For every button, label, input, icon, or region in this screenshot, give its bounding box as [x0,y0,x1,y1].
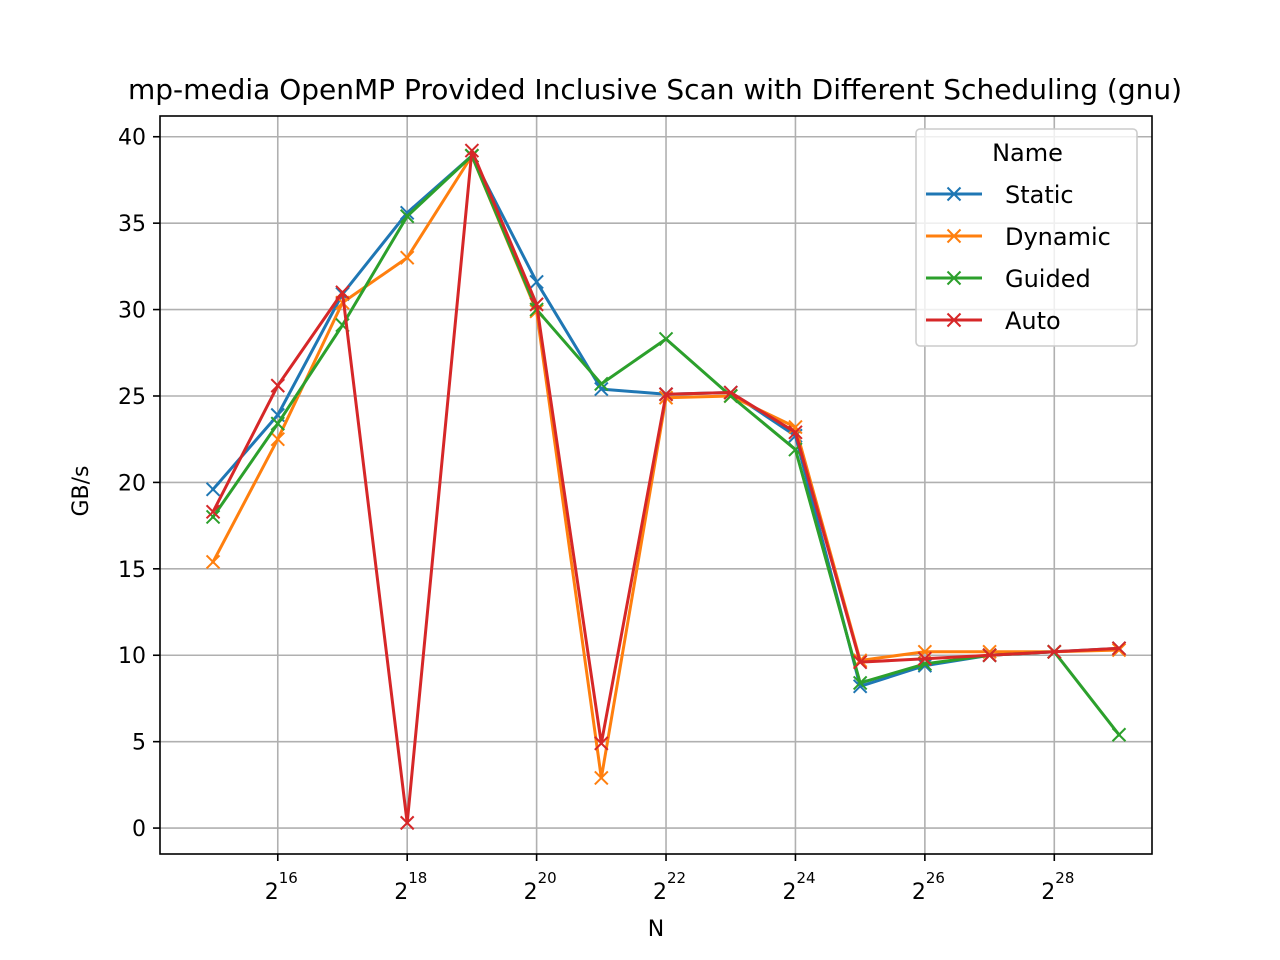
x-tick-label-exponent: 26 [926,869,945,887]
x-tick-label-exponent: 24 [796,869,815,887]
legend-label: Auto [1005,307,1061,335]
data-point-guided [658,331,674,347]
data-point-auto [335,285,350,300]
x-tick-label: 2 [524,880,538,905]
data-point-guided [399,209,415,224]
x-tick-label-exponent: 18 [408,869,427,887]
legend-box [915,128,1138,347]
legend-entry-dynamic: Dynamic [926,223,1111,251]
y-tick-label: 25 [118,385,146,410]
data-point-dynamic [270,431,285,447]
data-point-dynamic [205,554,221,570]
data-point-auto [852,654,868,670]
data-point-auto [399,815,415,831]
legend-entry-auto: Auto [926,307,1061,335]
x-tick-label-exponent: 28 [1055,869,1074,887]
y-tick-label: 40 [118,126,146,151]
y-tick-label: 30 [118,299,146,324]
y-tick-label: 35 [118,212,146,237]
data-point-auto [529,297,544,312]
y-tick-label: 15 [118,558,146,583]
data-point-auto [723,385,738,400]
data-point-dynamic [917,644,933,659]
data-point-dynamic [399,250,415,265]
x-tick-label: 2 [265,880,279,905]
chart-title: mp-media OpenMP Provided Inclusive Scan … [128,73,1182,106]
data-point-guided [852,675,868,691]
x-tick-label-exponent: 22 [667,869,686,887]
data-point-static [205,482,221,497]
legend: Name Static Dynamic Guided Auto [915,128,1138,347]
plot-frame [159,115,1153,855]
y-axis-label: GB/s [69,465,94,516]
data-point-guided [270,416,285,431]
data-point-auto [658,387,674,402]
y-tick-label: 10 [118,644,146,669]
data-point-auto [982,648,997,663]
x-tick-label: 2 [1041,880,1055,905]
data-point-static [399,205,415,220]
x-tick-label: 2 [782,880,796,905]
y-tick-label: 0 [132,817,146,842]
data-point-dynamic [788,419,803,435]
x-tick-label: 2 [912,880,926,905]
x-tick-label-exponent: 16 [279,869,298,887]
data-point-guided [205,509,221,525]
data-point-auto [1047,644,1062,659]
data-point-auto [917,651,933,666]
legend-entry-static: Static [926,181,1074,209]
data-point-auto [1111,641,1127,656]
x-axis-label: N [648,917,664,942]
data-point-static [594,381,609,397]
x-tick-label: 2 [653,880,667,905]
y-tick-label: 20 [118,471,146,496]
data-point-static [529,274,544,290]
data-point-auto [205,504,221,519]
x-tick-label: 2 [394,880,408,905]
data-point-auto [270,378,285,393]
legend-label: Static [1005,181,1074,209]
x-tick-label-exponent: 20 [538,869,557,887]
data-point-dynamic [1111,642,1127,658]
y-tick-label: 5 [132,731,146,756]
data-point-auto [788,425,803,440]
data-point-static [917,658,933,673]
data-point-guided [594,376,609,392]
data-point-auto [464,143,480,158]
series-layer [205,143,1127,831]
data-point-guided [1111,727,1127,742]
legend-entry-guided: Guided [926,265,1091,293]
legend-label: Dynamic [1005,223,1111,251]
data-point-auto [594,736,609,751]
legend-title: Name [992,139,1063,167]
data-point-dynamic [594,770,609,786]
legend-label: Guided [1005,265,1091,293]
